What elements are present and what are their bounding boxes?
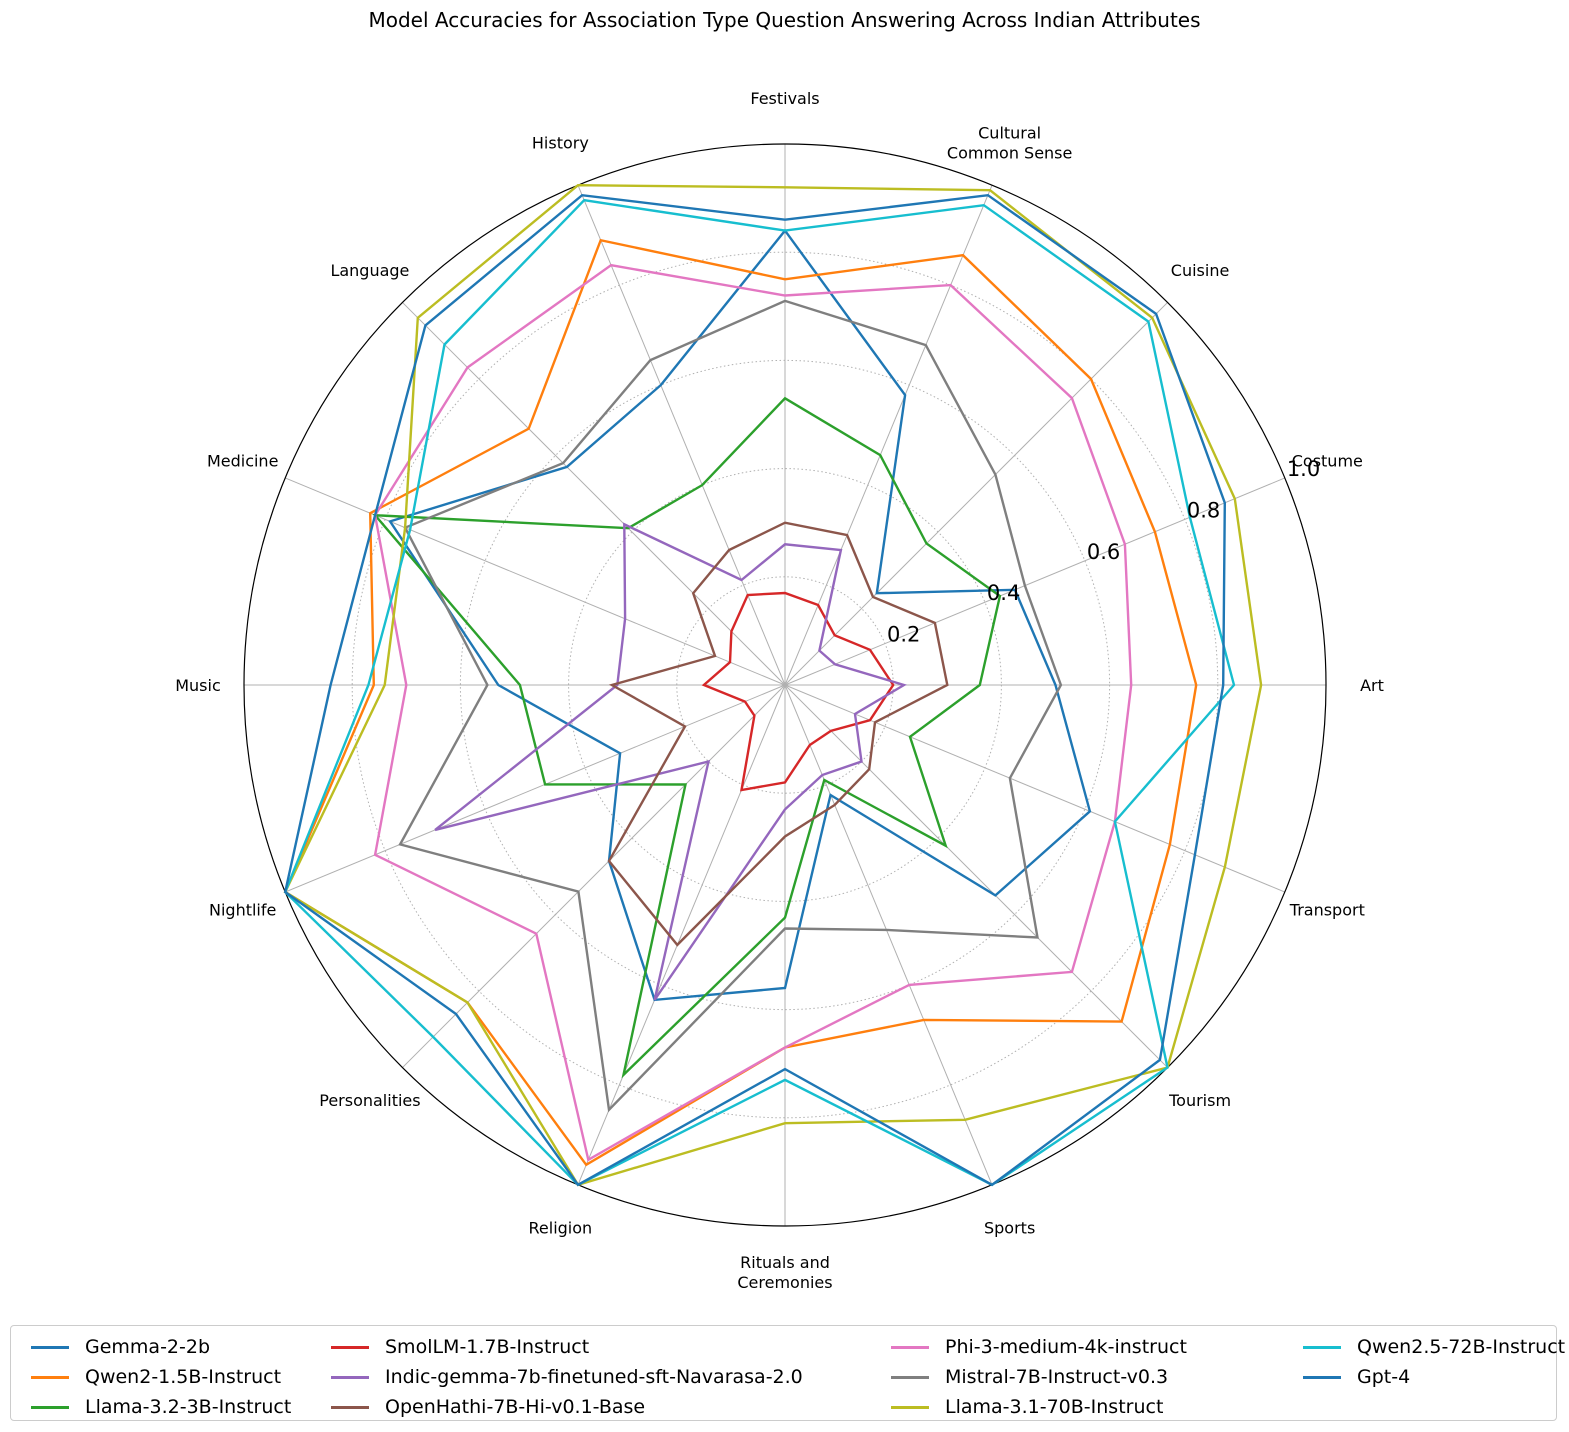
radar-labels: 0.2 0.4 0.6 0.8 1.0 Art Costume Cuisine Cultural… [175,89,1384,1292]
series-line-qwen2-1-5b-instruct [283,238,1198,1167]
outer-frame [243,143,1327,1227]
legend-label: Llama-3.2-3B-Instruct [85,1396,292,1418]
legend-label: Llama-3.1-70B-Instruct [945,1396,1164,1418]
radar-grid [243,143,1327,1227]
radial-tick-label: 0.2 [887,623,920,647]
legend-label: SmolLM-1.7B-Instruct [385,1336,590,1358]
series-line-qwen2-5-72b-instruct [283,198,1236,1187]
radar-chart: 0.2 0.4 0.6 0.8 1.0 Art Costume Cuisine Cultural… [175,89,1384,1292]
axis-label-festivals: Festivals [750,89,819,108]
axis-label-cuisine: Cuisine [1171,261,1230,280]
legend: Gemma-2-2b Qwen2-1.5B-Instruct Llama-3.2-3… [10,1325,1565,1422]
axis-label-nightlife: Nightlife [209,901,276,920]
legend-item-mistral-7b-instruct-v0-3: Mistral-7B-Instruct-v0.3 [891,1362,1187,1392]
axis-label-tourism: Tourism [1168,1091,1231,1110]
legend-item-qwen2-5-72b-instruct: Qwen2.5-72B-Instruct [1303,1332,1565,1362]
axis-label-religion: Religion [529,1218,593,1237]
axis-label-cultural-common-sense: Cultural Common Sense [947,124,1072,163]
axis-label-music: Music [175,676,221,695]
grid-spoke [402,684,786,1068]
grid-spoke [284,477,786,686]
legend-label: Indic-gemma-7b-finetuned-sft-Navarasa-2.… [385,1366,803,1388]
legend-label: OpenHathi-7B-Hi-v0.1-Base [385,1396,646,1418]
axis-label-art: Art [1360,676,1384,695]
axis-label-rituals-and-ceremonies: Rituals and Ceremonies [737,1253,832,1292]
legend-swatch [1303,1375,1341,1379]
grid-spoke [784,684,1168,1068]
grid-spoke [784,184,993,686]
legend-swatch [891,1345,929,1349]
legend-item-qwen2-1-5b-instruct: Qwen2-1.5B-Instruct [31,1362,291,1392]
radar-series [283,183,1263,1187]
series-line-gemma-2-2b [388,228,1092,1002]
legend-item-phi-3-medium-4k-instruct: Phi-3-medium-4k-instruct [891,1332,1187,1362]
series-line-openhathi-7b-hi-v0-1-base [607,521,949,947]
legend-swatch [31,1375,69,1379]
legend-item-openhathi-7b-hi-v0-1-base: OpenHathi-7B-Hi-v0.1-Base [331,1392,803,1422]
legend-item-gpt-4: Gpt-4 [1303,1362,1565,1392]
radial-tick-label: 0.4 [987,581,1020,605]
grid-spoke [577,684,786,1186]
radial-tick-label: 1.0 [1287,457,1320,481]
legend-swatch [31,1345,69,1349]
chart-title: Model Accuracies for Association Type Qu… [368,8,1201,32]
legend-swatch [331,1375,369,1379]
legend-column: Qwen2.5-72B-Instruct Gpt-4 [1303,1332,1565,1392]
legend-item-llama-3-2-3b-instruct: Llama-3.2-3B-Instruct [31,1392,291,1422]
radial-tick-label: 0.8 [1187,498,1220,522]
grid-spoke [577,184,786,686]
series-line-llama-3-1-70b-instruct [283,183,1263,1187]
axis-label-transport: Transport [1289,901,1365,920]
axis-label-history: History [532,134,589,153]
legend-label: Qwen2-1.5B-Instruct [85,1366,282,1388]
series-line-gpt-4 [283,193,1227,1187]
legend-swatch [891,1375,929,1379]
legend-swatch [1303,1345,1341,1349]
legend-label: Gpt-4 [1357,1366,1411,1388]
legend-item-smollm-1-7b-instruct: SmolLM-1.7B-Instruct [331,1332,803,1362]
grid-spoke [784,684,993,1186]
legend-column: Phi-3-medium-4k-instruct Mistral-7B-Instr… [891,1332,1187,1422]
grid-spoke [284,684,786,893]
legend-label: Mistral-7B-Instruct-v0.3 [945,1366,1169,1388]
grid-spoke [402,302,786,686]
series-line-smollm-1-7b-instruct [701,591,895,792]
axis-label-sports: Sports [984,1218,1035,1237]
legend-swatch [331,1405,369,1409]
series-line-indic-gemma-7b-finetuned-sft-navarasa-2-0 [434,522,907,1001]
series-line-llama-3-2-3b-instruct [372,396,1002,1079]
axis-label-medicine: Medicine [207,451,278,470]
grid-spoke [784,302,1168,686]
series-line-phi-3-medium-4k-instruct [373,263,1133,1162]
legend-item-indic-gemma-7b-finetuned-sft-navarasa-2-0: Indic-gemma-7b-finetuned-sft-Navarasa-2.… [331,1362,803,1392]
legend-label: Phi-3-medium-4k-instruct [945,1336,1187,1358]
axis-label-language: Language [330,261,409,280]
legend-column: SmolLM-1.7B-Instruct Indic-gemma-7b-finet… [331,1332,803,1422]
legend-item-gemma-2-2b: Gemma-2-2b [31,1332,291,1362]
legend-swatch [331,1345,369,1349]
legend-swatch [891,1405,929,1409]
legend-swatch [31,1405,69,1409]
legend-item-llama-3-1-70b-instruct: Llama-3.1-70B-Instruct [891,1392,1187,1422]
legend-label: Gemma-2-2b [85,1336,211,1358]
legend-column: Gemma-2-2b Qwen2-1.5B-Instruct Llama-3.2-3… [31,1332,291,1422]
axis-label-costume: Costume [1292,451,1363,470]
legend-label: Qwen2.5-72B-Instruct [1357,1336,1566,1358]
series-line-mistral-7b-instruct-v0-3 [398,299,1063,1113]
radial-tick-label: 0.6 [1087,540,1120,564]
axis-label-personalities: Personalities [319,1091,420,1110]
grid-spoke [784,477,1286,686]
